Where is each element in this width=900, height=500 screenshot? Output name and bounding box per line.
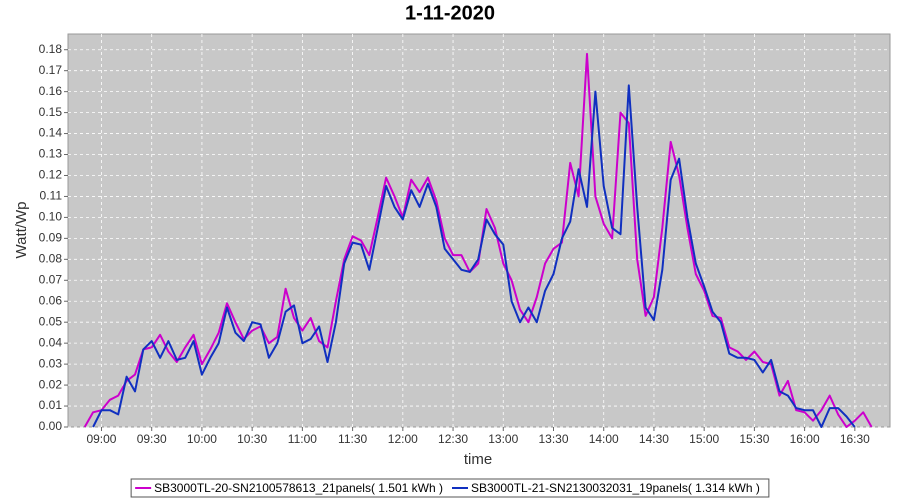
x-tick-label: 16:00 xyxy=(790,432,820,446)
grid: 0.00 0.01 0.02 0.03 0.04 0.05 0.06 0.07 0.08 0.09… xyxy=(39,34,890,446)
lines xyxy=(83,52,873,428)
x-tick-label: 12:00 xyxy=(388,432,418,446)
y-tick-label: 0.14 xyxy=(39,126,63,140)
y-tick-label: 0.17 xyxy=(39,63,63,77)
y-axis-label: Watt/Wp xyxy=(13,202,30,259)
series-line xyxy=(83,52,873,428)
x-tick-label: 13:30 xyxy=(538,432,568,446)
x-tick-label: 14:30 xyxy=(639,432,669,446)
x-tick-label: 09:00 xyxy=(86,432,116,446)
y-tick-label: 0.12 xyxy=(39,168,63,182)
y-tick-label: 0.06 xyxy=(39,293,63,307)
y-tick-label: 0.05 xyxy=(39,314,63,328)
legend-label: SB3000TL-21-SN2130032031_19panels( 1.314… xyxy=(471,481,760,495)
y-tick-label: 0.15 xyxy=(39,105,63,119)
y-tick-label: 0.01 xyxy=(39,398,63,412)
y-tick-label: 0.13 xyxy=(39,147,63,161)
y-tick-label: 0.09 xyxy=(39,231,63,245)
x-tick-label: 15:30 xyxy=(739,432,769,446)
y-tick-label: 0.07 xyxy=(39,272,63,286)
x-tick-label: 15:00 xyxy=(689,432,719,446)
x-tick-label: 16:30 xyxy=(840,432,870,446)
y-tick-label: 0.16 xyxy=(39,84,63,98)
legend-label: SB3000TL-20-SN2100578613_21panels( 1.501… xyxy=(154,481,443,495)
y-tick-label: 0.02 xyxy=(39,377,63,391)
chart-title: 1-11-2020 xyxy=(405,2,495,24)
legend-box xyxy=(130,478,770,498)
y-tick-label: 0.10 xyxy=(39,210,63,224)
y-tick-label: 0.00 xyxy=(39,419,63,433)
x-tick-label: 09:30 xyxy=(137,432,167,446)
plot-area xyxy=(67,33,891,428)
y-tick-label: 0.11 xyxy=(40,189,63,203)
x-tick-label: 10:00 xyxy=(187,432,217,446)
x-tick-label: 10:30 xyxy=(237,432,267,446)
series-line xyxy=(92,84,856,428)
legend: SB3000TL-20-SN2100578613_21panels( 1.501… xyxy=(130,478,770,498)
x-axis-label: time xyxy=(464,451,492,468)
x-tick-label: 11:00 xyxy=(288,432,317,446)
y-tick-label: 0.08 xyxy=(39,251,63,265)
x-tick-label: 11:30 xyxy=(338,432,367,446)
x-tick-label: 13:00 xyxy=(488,432,518,446)
y-tick-label: 0.04 xyxy=(39,335,63,349)
x-tick-label: 14:00 xyxy=(589,432,619,446)
x-tick-label: 12:30 xyxy=(438,432,468,446)
y-tick-label: 0.18 xyxy=(39,42,63,56)
y-tick-label: 0.03 xyxy=(39,356,63,370)
